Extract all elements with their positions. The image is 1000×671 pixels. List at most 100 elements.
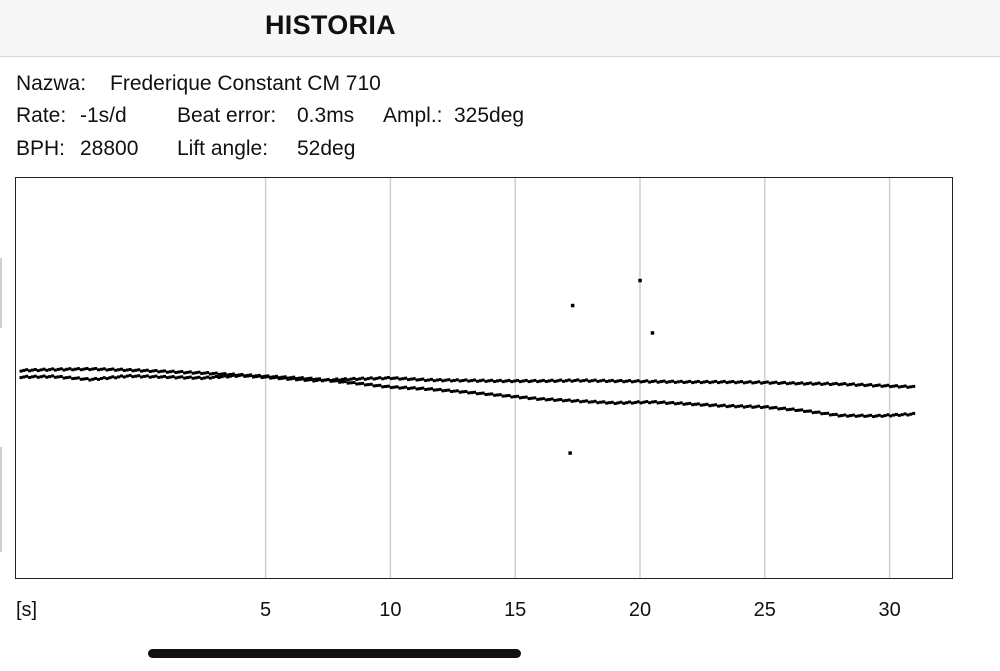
tock-point [352,381,356,384]
tock-point [780,407,784,411]
tick-point [757,380,761,384]
tock-point [447,388,451,392]
tock-point [754,405,758,409]
tock-point [547,398,551,401]
tock-point [177,370,181,374]
tock-point [76,367,80,371]
tock-point [275,374,278,378]
tock-point [45,368,49,372]
tock-point [145,368,149,372]
tick-point [188,375,192,379]
tock-point [541,397,545,401]
tock-point [260,375,264,379]
tock-point [134,368,138,372]
tick-point [872,384,875,388]
tock-point [889,414,893,418]
tick-point [688,379,692,383]
tock-point [694,402,697,406]
tick-point [886,383,890,387]
tock-point [788,407,792,411]
tock-point [254,374,258,378]
tick-point [186,376,189,380]
tick-point [386,376,390,379]
tock-point [200,372,204,375]
tock-point [25,368,29,372]
tick-point [728,380,732,384]
tock-point [826,411,830,415]
tick-point [866,383,870,387]
tock-point [487,392,491,396]
tock-point [229,373,232,376]
tock-point [309,376,313,380]
tock-point [837,414,841,418]
tock-point [257,373,261,377]
tick-point [361,376,365,380]
tick-point [33,374,37,378]
tick-point [510,380,514,384]
tick-point [903,384,907,388]
tick-point [145,374,149,378]
tock-point [656,401,660,405]
tick-point [602,378,606,382]
tick-point [487,379,491,383]
tick-point [455,378,459,382]
tick-point [605,380,609,383]
tick-point [665,380,669,384]
tock-point [369,382,373,386]
home-indicator[interactable] [148,649,521,658]
x-tick-label: 5 [260,599,272,621]
tock-point [346,381,350,385]
tick-point [671,379,675,383]
tock-point [576,398,580,402]
tick-point [76,376,80,380]
tick-point [381,377,385,381]
tick-point [346,378,350,382]
bph-value: 28800 [80,137,139,160]
tock-point [760,406,764,409]
tick-point [860,382,864,386]
tick-point [501,380,505,384]
tick-point [85,377,89,381]
tick-point [851,382,855,386]
tick-point [384,376,387,380]
tock-point [559,398,563,401]
tick-point [722,379,726,383]
tick-point [705,379,709,383]
tick-point [662,379,666,383]
tock-point [269,375,273,379]
tock-point [51,367,55,371]
tick-point [630,380,634,384]
tock-point [398,386,402,390]
tock-point [277,376,281,380]
tock-point [886,413,890,417]
tock-point [303,377,307,381]
tock-point [163,369,166,373]
tock-point [817,410,821,414]
tock-point [105,368,109,372]
tock-point [19,369,23,373]
tick-point [760,381,764,385]
tock-point [676,401,680,405]
tick-point [685,380,689,384]
tick-point [25,374,29,378]
tick-point [349,377,353,381]
tick-point [444,378,448,382]
tock-point [283,375,287,379]
tock-point [329,379,333,383]
tock-point [286,376,290,380]
tock-point [312,378,316,381]
tock-point [197,370,201,374]
tock-point [665,401,669,405]
tick-point [803,382,807,386]
tock-point [263,374,267,378]
tock-point [79,368,83,372]
tick-point [651,380,654,383]
tick-point [877,383,881,387]
tock-point [610,400,614,404]
name-label: Nazwa: [16,72,87,95]
tick-point [114,376,118,380]
x-tick-label: 30 [878,599,901,621]
tick-point [168,375,172,379]
tick-point [593,378,597,382]
tock-point [900,413,904,417]
